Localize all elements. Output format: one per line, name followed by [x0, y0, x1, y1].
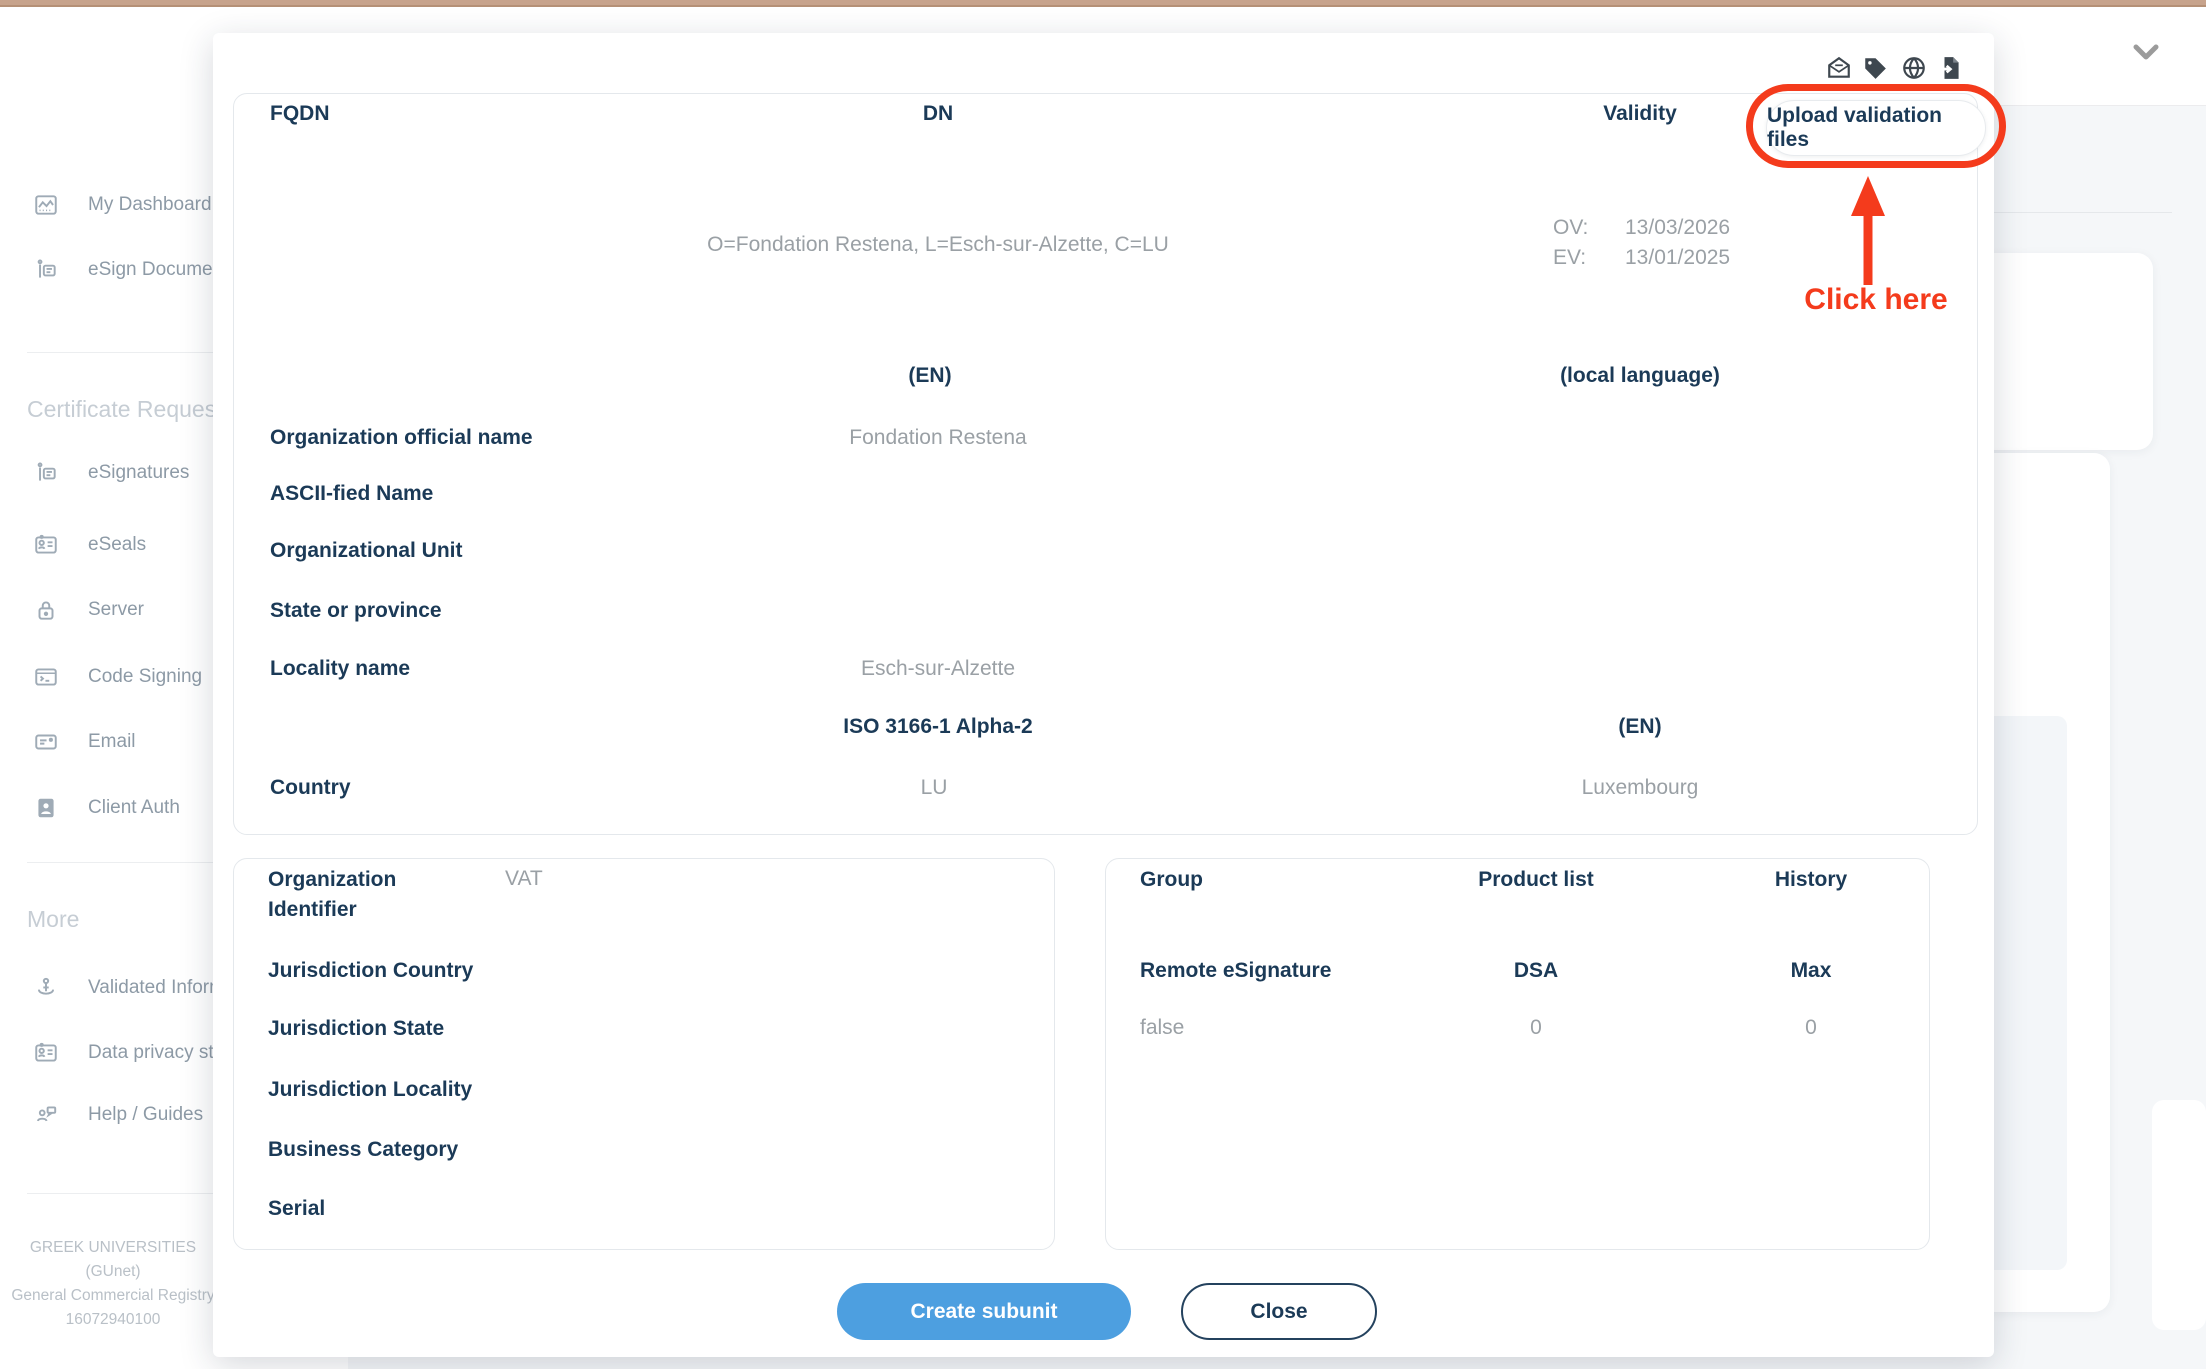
column-header-dn: DN — [922, 102, 954, 125]
footer-line: GREEK UNIVERSITIES — [29, 1239, 197, 1256]
sidebar-divider — [27, 352, 320, 353]
column-header-en: (EN) — [908, 364, 952, 387]
history-row-value: 0 — [1805, 1016, 1817, 1039]
validity-ev-label: EV: — [1553, 246, 1587, 269]
sidebar-item-label: Client Auth — [88, 797, 180, 818]
column-header-product-list: Product list — [1478, 868, 1594, 891]
field-label-organization-official-name: Organization official name — [270, 426, 533, 449]
lock-icon — [33, 597, 59, 623]
column-header-iso-3166: ISO 3166-1 Alpha-2 — [843, 715, 1033, 738]
sidebar-item-label: eSignatures — [88, 462, 190, 483]
product-list-row-value: 0 — [1530, 1016, 1542, 1039]
client-auth-icon — [33, 795, 59, 821]
esignatures-icon — [33, 460, 59, 486]
group-row-value: false — [1140, 1016, 1185, 1039]
field-value-country-name: Luxembourg — [1581, 776, 1699, 799]
column-header-local-language: (local language) — [1560, 364, 1720, 387]
sidebar-item-label: eSign Documents — [88, 259, 238, 280]
history-row-label: Max — [1790, 959, 1832, 982]
background-card — [2152, 1100, 2206, 1330]
validity-ov-label: OV: — [1553, 216, 1589, 239]
sidebar-item-label: Email — [88, 731, 136, 752]
field-value-organization-identifier: VAT — [505, 867, 543, 890]
globe-icon[interactable] — [1901, 55, 1927, 81]
tag-icon[interactable] — [1862, 55, 1888, 81]
field-label-jurisdiction-state: Jurisdiction State — [268, 1017, 445, 1040]
column-header-group: Group — [1140, 868, 1203, 891]
column-header-iso-en: (EN) — [1618, 715, 1662, 738]
dn-value: O=Fondation Restena, L=Esch-sur-Alzette,… — [707, 233, 1169, 256]
sidebar-item-client-auth[interactable]: Client Auth — [0, 786, 340, 830]
field-label-business-category: Business Category — [268, 1138, 459, 1161]
sidebar-item-server[interactable]: Server — [0, 588, 340, 632]
footer-line: 16072940100 — [65, 1311, 161, 1328]
field-label-state-or-province: State or province — [270, 599, 442, 622]
sidebar-item-label: My Dashboard — [88, 194, 212, 215]
sidebar-section-more: More — [27, 906, 80, 932]
field-label-country: Country — [270, 776, 351, 799]
sidebar-item-code-signing[interactable]: Code Signing — [0, 655, 340, 699]
field-label-locality-name: Locality name — [270, 657, 411, 680]
sidebar-item-label: Help / Guides — [88, 1104, 204, 1125]
field-label-asciified-name: ASCII-fied Name — [270, 482, 434, 505]
organization-identifier-card — [233, 858, 1055, 1250]
footer-line: (GUnet) — [85, 1263, 141, 1280]
sidebar-item-my-dashboard[interactable]: My Dashboard — [0, 183, 340, 227]
file-export-icon[interactable] — [1938, 55, 1964, 81]
sidebar-divider — [27, 862, 320, 863]
column-header-validity: Validity — [1603, 102, 1677, 125]
field-value-organization-official-name: Fondation Restena — [849, 426, 1027, 449]
help-guides-icon — [33, 1102, 59, 1128]
sidebar-item-help-guides[interactable]: Help / Guides — [0, 1093, 340, 1137]
sidebar-item-label: Server — [88, 599, 144, 620]
email-icon — [33, 729, 59, 755]
field-label-organizational-unit: Organizational Unit — [270, 539, 463, 562]
footer-line: General Commercial Registry — [11, 1287, 215, 1304]
sidebar-item-label: eSeals — [88, 534, 147, 555]
close-button[interactable]: Close — [1181, 1283, 1377, 1340]
code-signing-icon — [33, 664, 59, 690]
top-accent-bar — [0, 0, 2206, 7]
field-label-organization-identifier: Organization Identifier — [268, 868, 397, 921]
field-label-jurisdiction-country: Jurisdiction Country — [268, 959, 474, 982]
mail-icon[interactable] — [1826, 55, 1852, 81]
background-divider — [1994, 212, 2172, 213]
create-subunit-button[interactable]: Create subunit — [837, 1283, 1131, 1340]
sidebar-item-label: Code Signing — [88, 666, 203, 687]
chevron-down-icon[interactable] — [2132, 42, 2160, 64]
sidebar-organization-footer: GREEK UNIVERSITIES (GUnet) General Comme… — [0, 1236, 226, 1332]
upload-validation-files-button[interactable]: Upload validation files — [1766, 100, 1986, 156]
product-list-row-label: DSA — [1513, 959, 1559, 982]
certificate-details-card — [233, 93, 1978, 835]
field-value-country-code: LU — [920, 776, 948, 799]
sidebar-item-email[interactable]: Email — [0, 720, 340, 764]
field-label-serial: Serial — [268, 1197, 326, 1220]
data-privacy-icon — [33, 1040, 59, 1066]
group-row-label: Remote eSignature — [1140, 959, 1332, 982]
column-header-history: History — [1774, 868, 1848, 891]
esign-documents-icon — [33, 257, 59, 283]
sidebar-divider — [27, 1193, 320, 1194]
field-value-locality-name: Esch-sur-Alzette — [860, 657, 1016, 680]
validated-info-icon — [33, 975, 59, 1001]
column-header-fqdn: FQDN — [270, 102, 330, 125]
sidebar-item-esignatures[interactable]: eSignatures — [0, 451, 340, 495]
eseals-icon — [33, 532, 59, 558]
validity-ov-date: 13/03/2026 — [1625, 216, 1731, 239]
validity-ev-date: 13/01/2025 — [1625, 246, 1731, 269]
sidebar-item-eseals[interactable]: eSeals — [0, 523, 340, 567]
field-label-jurisdiction-locality: Jurisdiction Locality — [268, 1078, 473, 1101]
dashboard-icon — [33, 192, 59, 218]
sidebar-item-esign-documents[interactable]: eSign Documents — [0, 248, 340, 292]
group-card — [1105, 858, 1930, 1250]
sidebar-section-certificate-requests: Certificate Requests — [27, 396, 235, 422]
